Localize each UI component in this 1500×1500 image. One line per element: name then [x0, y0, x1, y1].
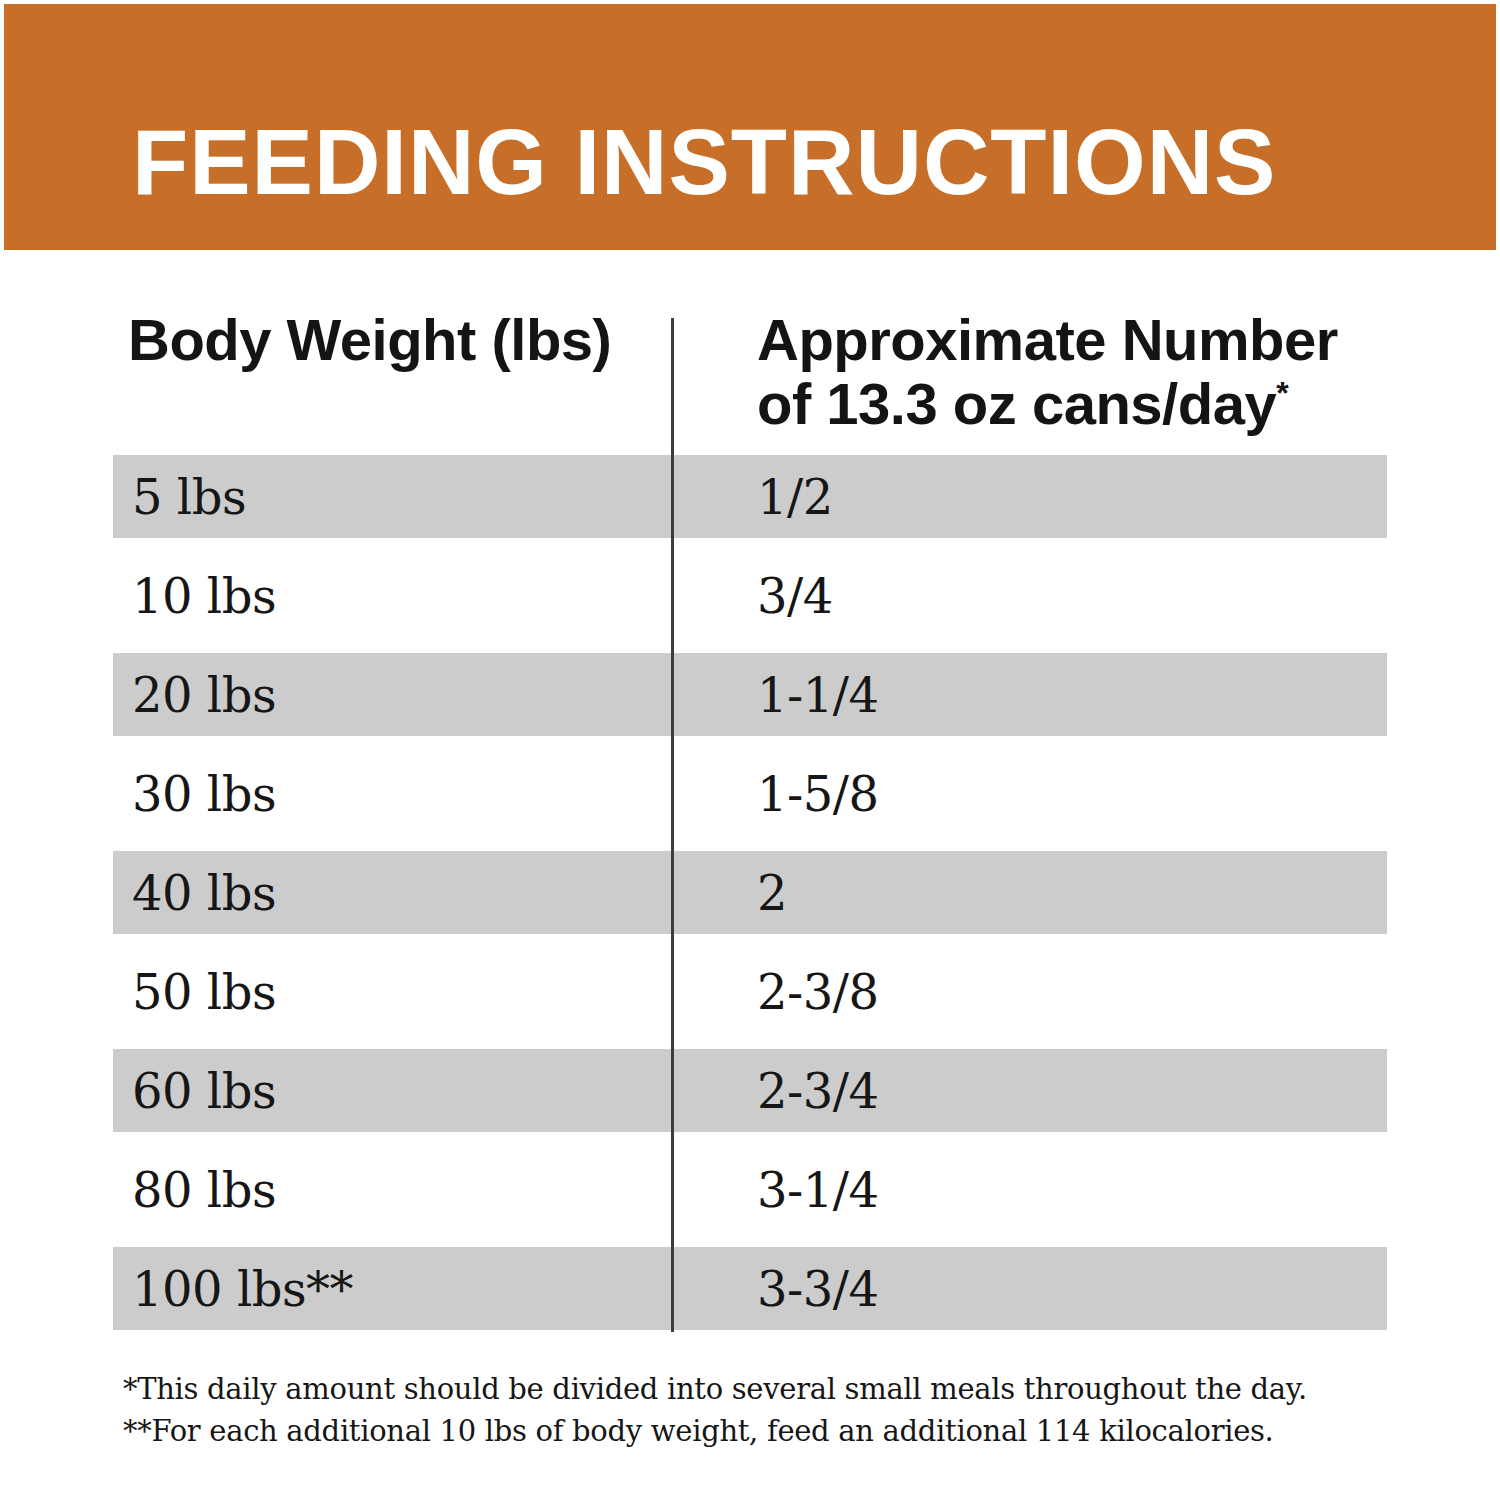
- cans-per-day-cell: 3-3/4: [672, 1261, 879, 1317]
- body-weight-cell: 30 lbs: [113, 766, 672, 822]
- page-title: FEEDING INSTRUCTIONS: [132, 116, 1276, 208]
- footnote-daily-amount: *This daily amount should be divided int…: [123, 1368, 1307, 1410]
- table-row: 5 lbs 1/2: [113, 447, 1387, 546]
- table-row: 80 lbs 3-1/4: [113, 1140, 1387, 1239]
- table-row: 50 lbs 2-3/8: [113, 942, 1387, 1041]
- cans-per-day-cell: 2: [672, 865, 787, 921]
- body-weight-cell: 100 lbs**: [113, 1261, 672, 1317]
- column-divider-line: [671, 318, 674, 1332]
- cans-per-day-cell: 2-3/8: [672, 964, 879, 1020]
- column-header-body-weight: Body Weight (lbs): [113, 308, 672, 436]
- table-row: 20 lbs 1-1/4: [113, 645, 1387, 744]
- feeding-table: Body Weight (lbs) Approximate Number of …: [113, 250, 1387, 1338]
- cans-per-day-cell: 3-1/4: [672, 1162, 879, 1218]
- footnotes: *This daily amount should be divided int…: [123, 1368, 1307, 1452]
- body-weight-cell: 40 lbs: [113, 865, 672, 921]
- table-row: 100 lbs** 3-3/4: [113, 1239, 1387, 1338]
- table-body: 5 lbs 1/2 10 lbs 3/4 20 lbs 1-1/4 30 lbs…: [113, 447, 1387, 1338]
- column-header-cans-line1: Approximate Number: [757, 307, 1338, 372]
- cans-per-day-cell: 3/4: [672, 568, 833, 624]
- body-weight-cell: 10 lbs: [113, 568, 672, 624]
- table-row: 40 lbs 2: [113, 843, 1387, 942]
- column-header-cans-line2: of 13.3 oz cans/day: [757, 371, 1276, 436]
- table-header-row: Body Weight (lbs) Approximate Number of …: [113, 308, 1387, 436]
- body-weight-cell: 80 lbs: [113, 1162, 672, 1218]
- header-band: FEEDING INSTRUCTIONS: [4, 4, 1496, 250]
- cans-per-day-cell: 1/2: [672, 469, 833, 525]
- cans-per-day-cell: 2-3/4: [672, 1063, 879, 1119]
- table-row: 10 lbs 3/4: [113, 546, 1387, 645]
- table-row: 30 lbs 1-5/8: [113, 744, 1387, 843]
- column-header-cans-per-day: Approximate Number of 13.3 oz cans/day*: [672, 308, 1338, 436]
- table-row: 60 lbs 2-3/4: [113, 1041, 1387, 1140]
- body-weight-cell: 20 lbs: [113, 667, 672, 723]
- cans-per-day-cell: 1-5/8: [672, 766, 879, 822]
- body-weight-cell: 5 lbs: [113, 469, 672, 525]
- body-weight-cell: 60 lbs: [113, 1063, 672, 1119]
- body-weight-cell: 50 lbs: [113, 964, 672, 1020]
- cans-per-day-cell: 1-1/4: [672, 667, 879, 723]
- footnote-additional-weight: **For each additional 10 lbs of body wei…: [123, 1410, 1307, 1452]
- footnote-marker-asterisk: *: [1276, 375, 1288, 411]
